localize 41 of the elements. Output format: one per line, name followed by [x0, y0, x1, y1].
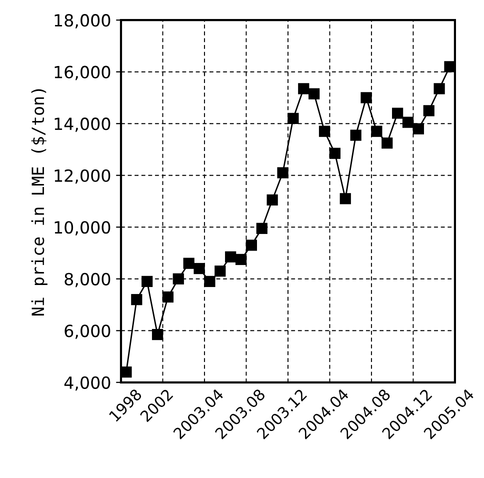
y-tick-label: 18,000 — [54, 14, 110, 28]
point — [266, 194, 278, 206]
point — [318, 126, 330, 137]
point — [392, 108, 404, 119]
point — [402, 116, 414, 128]
y-tick-label: 16,000 — [54, 66, 110, 80]
point — [162, 291, 174, 303]
point — [277, 167, 288, 178]
point — [152, 328, 164, 340]
y-tick-label: 10,000 — [54, 221, 110, 236]
point — [214, 266, 226, 277]
point — [204, 276, 216, 288]
point — [288, 112, 299, 124]
point — [423, 105, 434, 116]
point — [444, 61, 455, 72]
point — [350, 130, 362, 141]
point — [235, 254, 247, 266]
y-tick-label: 4,000 — [64, 376, 110, 391]
point — [371, 126, 382, 137]
point — [434, 83, 445, 94]
point — [340, 193, 351, 204]
y-tick-label: 8,000 — [64, 272, 110, 288]
point — [308, 88, 320, 100]
point — [382, 137, 393, 149]
point — [142, 276, 153, 288]
point — [256, 222, 268, 234]
point — [121, 366, 132, 378]
point — [225, 251, 236, 262]
point — [329, 148, 340, 159]
point — [360, 92, 372, 104]
point — [194, 262, 205, 274]
y-tick-label: 12,000 — [54, 169, 110, 184]
y-axis-title: Ni price in LME ($/ton) — [31, 89, 48, 316]
point — [298, 83, 310, 94]
point — [412, 123, 424, 134]
y-tick-label: 14,000 — [54, 118, 110, 132]
point — [183, 258, 194, 269]
point — [172, 273, 184, 284]
y-tick-label: 6,000 — [64, 324, 110, 339]
point — [246, 240, 258, 251]
point — [131, 294, 142, 306]
